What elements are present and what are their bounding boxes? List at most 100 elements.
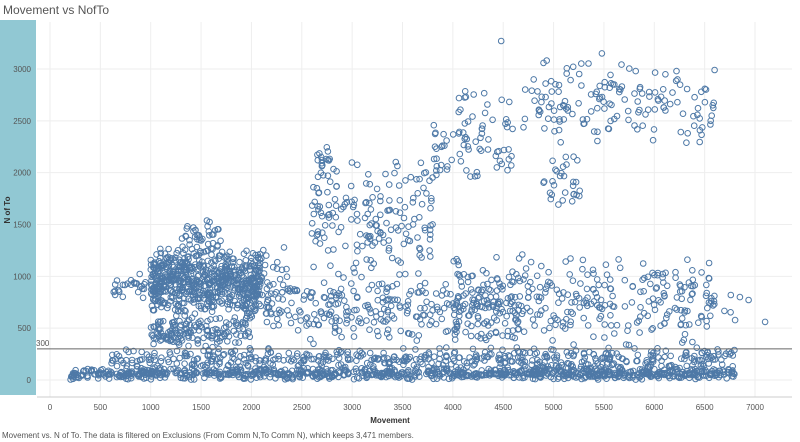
data-point[interactable] [164, 336, 172, 343]
data-point[interactable] [577, 363, 585, 370]
data-point[interactable] [206, 280, 214, 288]
data-point[interactable] [213, 267, 221, 275]
data-point[interactable] [479, 122, 486, 129]
data-point[interactable] [705, 259, 713, 267]
data-point[interactable] [385, 244, 393, 252]
data-point[interactable] [480, 320, 488, 327]
data-point[interactable] [405, 223, 412, 230]
data-point[interactable] [111, 291, 119, 299]
data-point[interactable] [206, 347, 213, 355]
data-point[interactable] [710, 352, 718, 360]
data-point[interactable] [410, 362, 418, 369]
data-point[interactable] [392, 208, 400, 215]
data-point[interactable] [218, 279, 226, 287]
data-point[interactable] [300, 296, 308, 303]
data-point[interactable] [189, 360, 196, 368]
data-point[interactable] [432, 320, 440, 328]
data-point[interactable] [651, 69, 659, 76]
data-point[interactable] [285, 349, 293, 357]
data-point[interactable] [225, 321, 233, 328]
data-point[interactable] [679, 110, 687, 117]
data-point[interactable] [571, 298, 579, 306]
data-point[interactable] [222, 370, 229, 378]
data-point[interactable] [174, 335, 182, 343]
data-point[interactable] [300, 365, 308, 372]
data-point[interactable] [428, 318, 435, 325]
data-point[interactable] [605, 344, 612, 352]
data-point[interactable] [479, 286, 486, 294]
data-point[interactable] [626, 65, 633, 72]
data-point[interactable] [602, 349, 610, 357]
data-point[interactable] [504, 327, 512, 335]
data-point[interactable] [634, 351, 642, 359]
data-point[interactable] [691, 93, 698, 101]
data-point[interactable] [637, 313, 644, 321]
data-point[interactable] [649, 325, 657, 332]
data-point[interactable] [245, 328, 252, 335]
data-point[interactable] [697, 312, 705, 320]
data-point[interactable] [455, 94, 463, 102]
data-point[interactable] [167, 365, 174, 373]
data-point[interactable] [499, 286, 506, 293]
data-point[interactable] [483, 296, 491, 304]
data-point[interactable] [662, 71, 669, 78]
data-point[interactable] [354, 217, 361, 224]
data-point[interactable] [457, 158, 465, 165]
data-point[interactable] [215, 226, 222, 233]
data-point[interactable] [463, 135, 471, 143]
data-point[interactable] [78, 371, 85, 379]
data-point[interactable] [300, 353, 307, 361]
data-point[interactable] [239, 285, 246, 293]
data-point[interactable] [338, 333, 345, 341]
data-point[interactable] [509, 307, 517, 315]
data-point[interactable] [592, 289, 600, 297]
data-point[interactable] [329, 366, 336, 374]
data-point[interactable] [539, 362, 547, 369]
data-point[interactable] [400, 361, 407, 369]
data-point[interactable] [148, 273, 155, 281]
data-point[interactable] [661, 320, 668, 327]
data-point[interactable] [405, 236, 412, 244]
data-point[interactable] [300, 357, 308, 365]
data-point[interactable] [384, 316, 391, 323]
data-point[interactable] [652, 285, 660, 292]
data-point[interactable] [506, 98, 513, 106]
data-point[interactable] [362, 302, 369, 310]
data-point[interactable] [271, 291, 279, 298]
data-point[interactable] [180, 250, 187, 257]
data-point[interactable] [575, 373, 582, 380]
data-point[interactable] [380, 318, 387, 325]
data-point[interactable] [504, 166, 511, 174]
data-point[interactable] [560, 289, 567, 296]
data-point[interactable] [191, 288, 198, 295]
data-point[interactable] [325, 211, 332, 219]
data-point[interactable] [182, 308, 189, 315]
data-point[interactable] [702, 292, 710, 300]
data-point[interactable] [566, 271, 574, 278]
data-point[interactable] [325, 214, 333, 221]
data-point[interactable] [175, 302, 183, 309]
data-point[interactable] [521, 272, 529, 279]
data-point[interactable] [404, 375, 411, 382]
data-point[interactable] [318, 212, 326, 220]
data-point[interactable] [563, 70, 571, 77]
data-point[interactable] [304, 365, 311, 372]
data-point[interactable] [569, 63, 577, 71]
data-point[interactable] [180, 268, 187, 275]
data-point[interactable] [306, 293, 314, 300]
data-point[interactable] [606, 356, 614, 363]
data-point[interactable] [218, 297, 225, 305]
data-point[interactable] [460, 271, 468, 278]
data-point[interactable] [318, 156, 326, 164]
data-point[interactable] [681, 330, 689, 338]
data-point[interactable] [427, 253, 434, 260]
data-point[interactable] [353, 241, 361, 249]
data-point[interactable] [406, 291, 413, 298]
data-point[interactable] [239, 325, 247, 333]
data-point[interactable] [188, 314, 196, 322]
data-point[interactable] [220, 351, 228, 358]
data-point[interactable] [237, 353, 244, 360]
data-point[interactable] [618, 61, 625, 68]
data-point[interactable] [399, 357, 406, 364]
data-point[interactable] [587, 370, 594, 378]
